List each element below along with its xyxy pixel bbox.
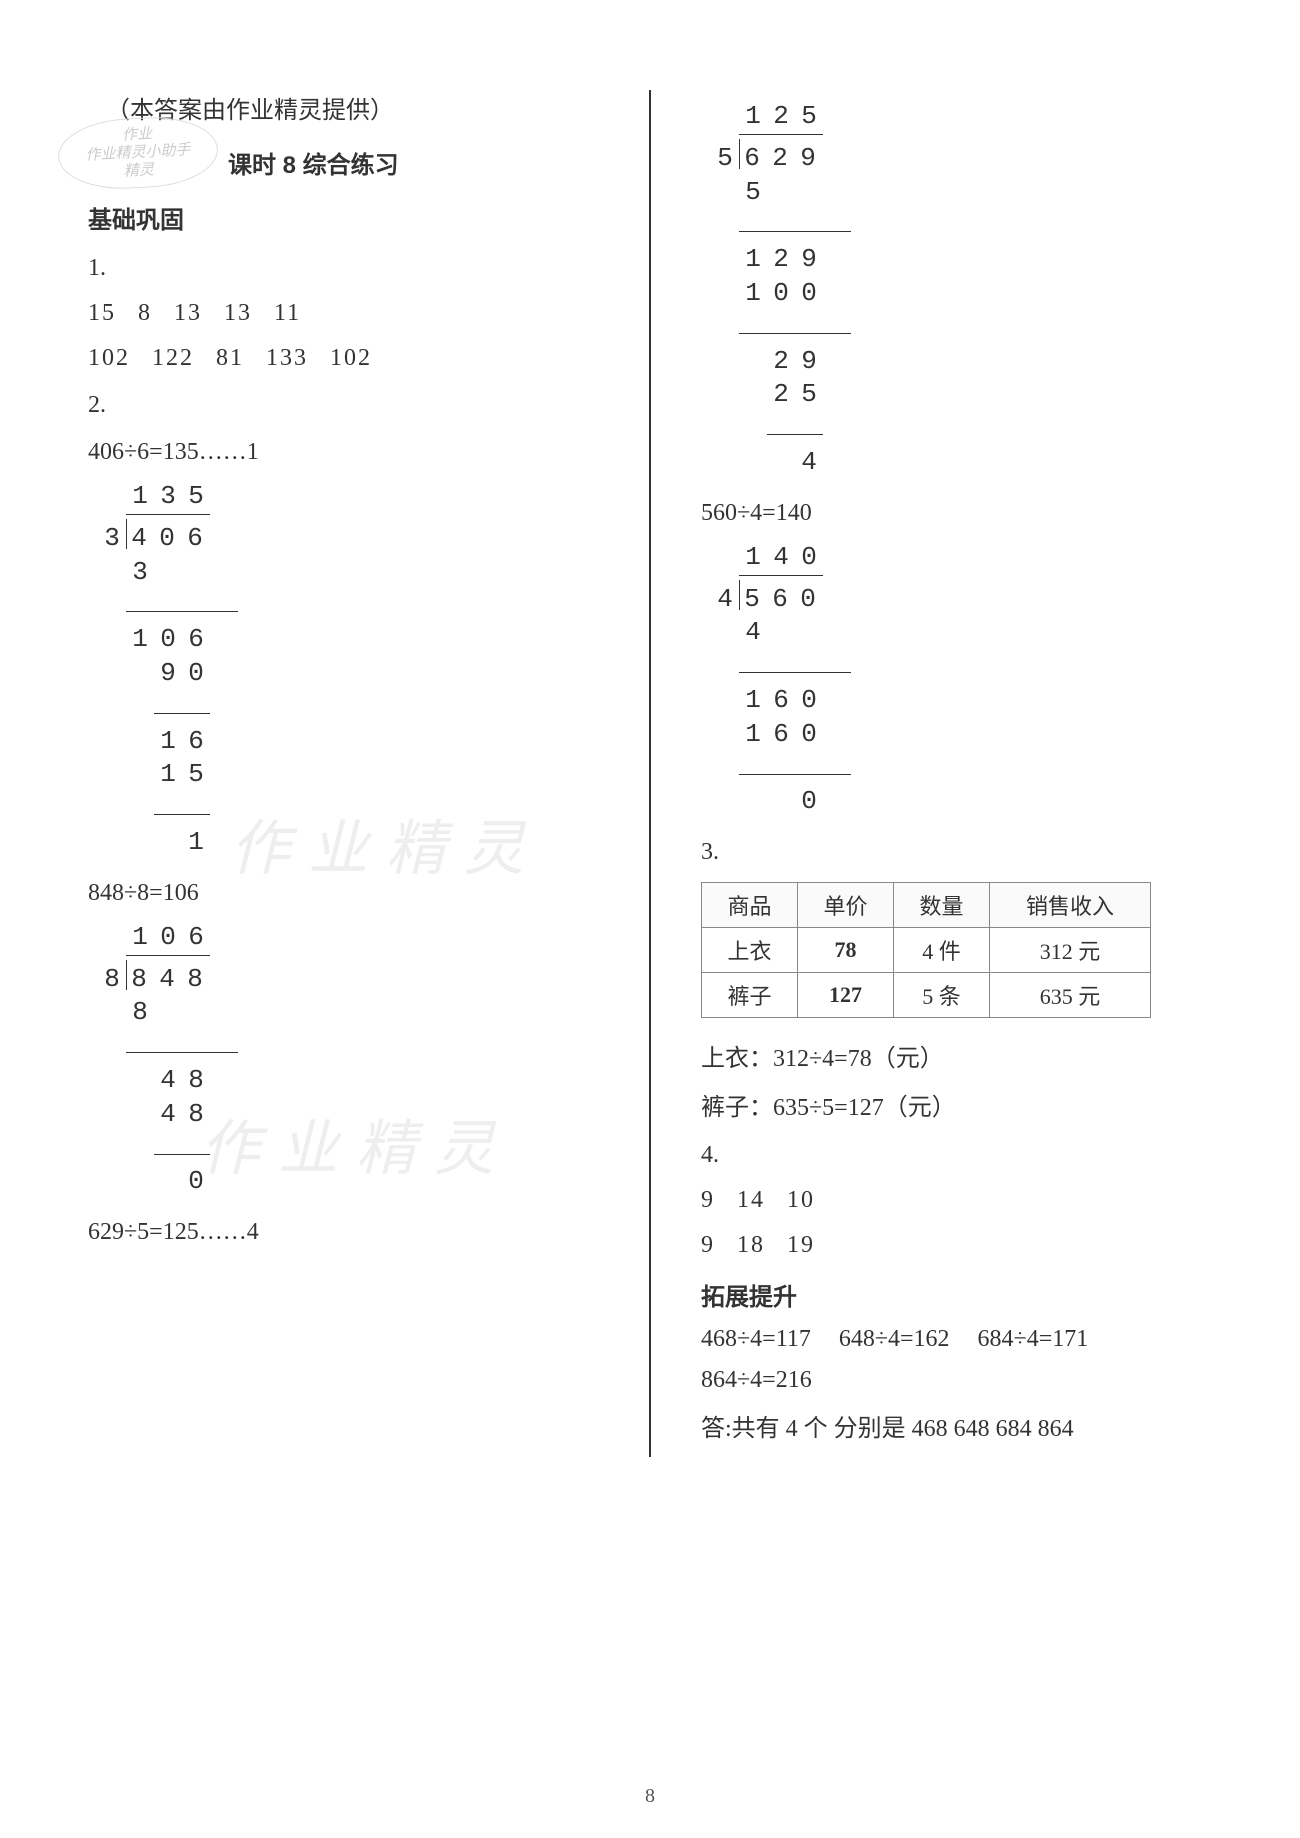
stamp-area: 作业 作业精灵小助手 精灵 — [88, 133, 619, 193]
table-cell: 312 元 — [990, 928, 1151, 973]
q2-longdivision-4: 1404560 4 160 160 0 — [711, 541, 1232, 819]
value-cell: 18 — [737, 1232, 765, 1258]
value-cell: 11 — [274, 300, 301, 326]
table-cell: 635 元 — [990, 973, 1151, 1018]
q2-longdivision-2: 1068848 8 48 48 0 — [98, 921, 619, 1199]
left-column: （本答案由作业精灵提供） 作业 作业精灵小助手 精灵 课时 8 综合练习 基础巩… — [70, 90, 649, 1457]
value-cell: 648÷4=162 — [839, 1326, 950, 1352]
q4-row1: 9 14 10 — [701, 1187, 1232, 1214]
value-cell: 684÷4=171 — [978, 1326, 1089, 1352]
table-cell: 127 — [798, 973, 894, 1018]
page-number: 8 — [0, 1785, 1300, 1808]
value-cell: 15 — [88, 300, 116, 326]
q1-number: 1. — [88, 255, 619, 282]
value-cell: 14 — [737, 1187, 765, 1213]
section-basic-heading: 基础巩固 — [88, 200, 619, 235]
value-cell: 102 — [88, 345, 130, 371]
extend-eq-row1: 468÷4=117 648÷4=162 684÷4=171 — [701, 1326, 1232, 1353]
table-cell: 上衣 — [702, 928, 798, 973]
table-header: 商品 — [702, 883, 798, 928]
q4-number: 4. — [701, 1142, 1232, 1169]
q2-longdivision-3: 1255629 5 129 100 29 25 4 — [711, 100, 1232, 480]
value-cell: 9 — [701, 1232, 715, 1258]
right-column: 1255629 5 129 100 29 25 4 560÷4=140 1404… — [649, 90, 1250, 1457]
value-cell: 102 — [330, 345, 372, 371]
q3-line1: 上衣：312÷4=78（元） — [701, 1038, 1232, 1073]
value-cell: 122 — [152, 345, 194, 371]
table-row: 裤子1275 条635 元 — [702, 973, 1151, 1018]
q2-number: 2. — [88, 392, 619, 419]
table-cell: 4 件 — [894, 928, 990, 973]
q3-line2: 裤子：635÷5=127（元） — [701, 1087, 1232, 1122]
q1-row2: 102 122 81 133 102 — [88, 345, 619, 372]
q3-number: 3. — [701, 839, 1232, 866]
value-cell: 10 — [787, 1187, 815, 1213]
table-header: 销售收入 — [990, 883, 1151, 928]
q2-eq2: 848÷8=106 — [88, 880, 619, 907]
table-header: 单价 — [798, 883, 894, 928]
value-cell: 9 — [701, 1187, 715, 1213]
table-cell: 78 — [798, 928, 894, 973]
value-cell: 8 — [138, 300, 152, 326]
q3-sales-table: 商品单价数量销售收入上衣784 件312 元裤子1275 条635 元 — [701, 882, 1151, 1018]
value-cell: 19 — [787, 1232, 815, 1258]
section-extend-heading: 拓展提升 — [701, 1277, 1232, 1312]
q4-row2: 9 18 19 — [701, 1232, 1232, 1259]
q2-eq1: 406÷6=135……1 — [88, 439, 619, 466]
q2-eq3: 629÷5=125……4 — [88, 1219, 619, 1246]
stamp-icon: 作业 作业精灵小助手 精灵 — [56, 114, 219, 192]
table-cell: 裤子 — [702, 973, 798, 1018]
value-cell: 13 — [174, 300, 202, 326]
table-cell: 5 条 — [894, 973, 990, 1018]
q2-longdivision-1: 1353406 3 106 90 16 15 1 — [98, 480, 619, 860]
stamp-line3: 精灵 — [123, 161, 154, 181]
table-row: 上衣784 件312 元 — [702, 928, 1151, 973]
extend-answer: 答:共有 4 个 分别是 468 648 684 864 — [701, 1408, 1232, 1443]
extend-eq4: 864÷4=216 — [701, 1367, 1232, 1394]
worksheet-page: （本答案由作业精灵提供） 作业 作业精灵小助手 精灵 课时 8 综合练习 基础巩… — [0, 0, 1300, 1497]
table-header: 数量 — [894, 883, 990, 928]
value-cell: 468÷4=117 — [701, 1326, 811, 1352]
stamp-line1: 作业 — [122, 125, 153, 145]
value-cell: 13 — [224, 300, 252, 326]
value-cell: 81 — [216, 345, 244, 371]
q1-row1: 15 8 13 13 11 — [88, 300, 619, 327]
value-cell: 133 — [266, 345, 308, 371]
q2-eq4: 560÷4=140 — [701, 500, 1232, 527]
